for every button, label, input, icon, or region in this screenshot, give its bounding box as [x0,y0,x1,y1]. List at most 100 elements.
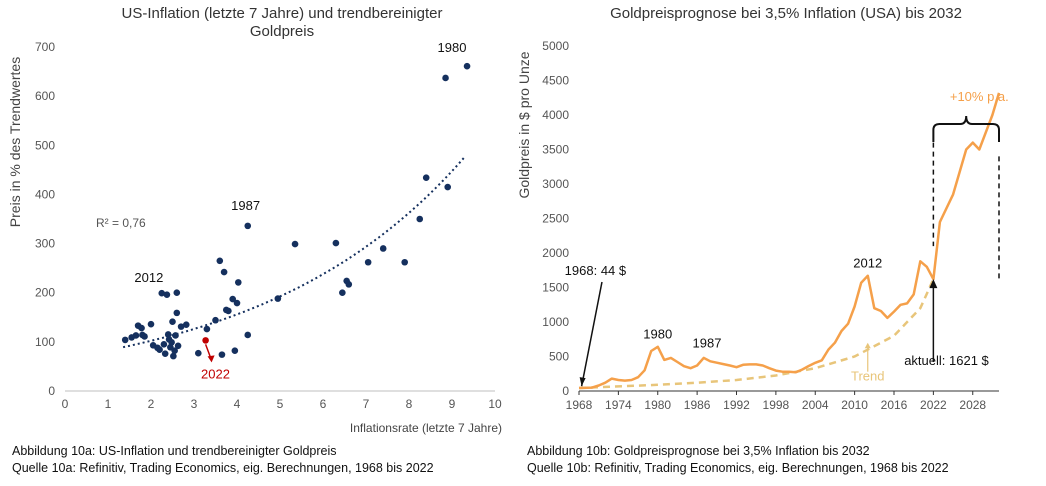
trend-pointer-head [864,342,871,349]
data-point [244,331,252,339]
data-point [364,258,372,266]
data-point [244,222,252,230]
y-tick-label: 5000 [542,39,569,53]
chart-title-line2: Goldpreis [250,23,314,40]
line-chart-gold-forecast: Goldpreisprognose bei 3,5% Inflation (US… [516,5,1009,412]
forecast-brace [932,115,1000,142]
x-tick-label: 1998 [763,398,790,412]
x-tick-label: 1968 [566,398,593,412]
data-point [203,325,211,333]
axes: 0 500 1000 1500 2000 2500 3000 3500 4000 4500 5000… [542,39,999,412]
data-point [163,291,171,298]
x-tick-label: 2022 [920,398,947,412]
series-lines [578,92,1001,390]
trend-series-line [578,278,935,390]
x-tick-label: 3 [191,397,198,411]
arrow-1968 [580,281,603,387]
data-point [463,62,471,70]
y-tick-label: 4500 [542,74,569,88]
y-tick-label: 0 [562,384,569,398]
x-tick-label: 2 [148,397,155,411]
x-tick-label: 2016 [881,398,908,412]
trend-line [122,156,466,349]
x-tick-label: 4 [234,397,241,411]
y-tick-label: 0 [48,384,55,398]
data-point [168,339,175,346]
data-point [121,336,129,344]
data-point [225,307,232,315]
annotation-label: 1980 [438,40,467,55]
y-tick-label: 3500 [542,143,569,157]
x-tick-label: 2010 [841,398,868,412]
y-tick-label: 700 [35,40,55,54]
data-point [172,332,179,339]
r2-label: R² = 0,76 [96,216,146,230]
y-tick-label: 400 [35,187,55,201]
data-point [231,347,239,355]
caption-right: Abbildung 10b: Goldpreisprognose bei 3,5… [527,443,949,477]
y-tick-label: 2000 [542,246,569,260]
chart-title-line1: US-Inflation (letzte 7 Jahre) und trendb… [121,5,442,22]
annotation-label: 1980 [643,327,672,342]
data-point [174,342,182,350]
data-point [229,295,236,303]
data-point [218,351,226,358]
data-point [147,320,155,328]
data-point [156,346,163,354]
data-point [416,215,424,223]
data-point [169,318,176,326]
chart-title: Goldpreisprognose bei 3,5% Inflation (US… [610,5,962,22]
data-point-2022 [202,337,209,344]
x-tick-label: 1974 [605,398,632,412]
x-tick-label: 9 [449,397,456,411]
caption-right-title: Abbildung 10b: Goldpreisprognose bei 3,5… [527,444,870,458]
caption-left-source: Quelle 10a: Refinitiv, Trading Economics… [12,461,434,475]
data-point [195,349,202,357]
data-point [141,333,148,340]
y-tick-label: 2500 [542,212,569,226]
annotation-label: 2022 [201,367,230,382]
data-point [379,245,387,252]
x-tick-label: 1980 [644,398,671,412]
data-point [171,347,178,355]
x-tick-label: 6 [320,397,327,411]
data-point [444,183,452,191]
caption-left: Abbildung 10a: US-Inflation und trendber… [12,443,434,477]
trend-curve [122,156,466,349]
annotation-label: 1987 [231,198,260,213]
arrowhead-2022 [207,355,215,363]
data-point [138,324,145,332]
data-point [291,240,299,248]
y-axis-label: Goldpreis in $ pro Unze [516,51,532,198]
scatter-chart-inflation-gold: US-Inflation (letzte 7 Jahre) und trendb… [7,5,502,435]
arrowhead-current [929,279,938,289]
data-point [158,289,166,297]
data-point [173,289,181,297]
y-axis-label: Preis in % des Trendwertes [7,57,23,227]
data-point [422,174,430,182]
y-tick-label: 1500 [542,281,569,295]
data-point [160,341,168,348]
y-tick-label: 3000 [542,177,569,191]
data-point [332,239,340,247]
data-point [177,323,185,330]
data-points [121,62,471,363]
data-point [212,316,219,324]
annotations: 1980 1987 2012 2022 [134,40,466,382]
axes: 0 100 200 300 400 500 600 700 0 1 2 3 4 5 6 7 8 9 10 [35,40,502,411]
y-tick-label: 4000 [542,108,569,122]
data-point [170,352,177,360]
y-tick-label: 300 [35,237,55,251]
data-point [173,309,181,317]
data-point [132,332,140,339]
x-tick-label: 0 [62,397,69,411]
data-point [233,299,241,307]
x-axis-label: Inflationsrate (letzte 7 Jahre) [350,421,502,435]
x-tick-label: 1 [105,397,112,411]
y-tick-label: 500 [549,350,569,364]
data-point [339,289,346,297]
annotation-label: aktuell: 1621 $ [904,353,989,368]
caption-left-title: Abbildung 10a: US-Inflation und trendber… [12,444,337,458]
y-tick-label: 1000 [542,315,569,329]
